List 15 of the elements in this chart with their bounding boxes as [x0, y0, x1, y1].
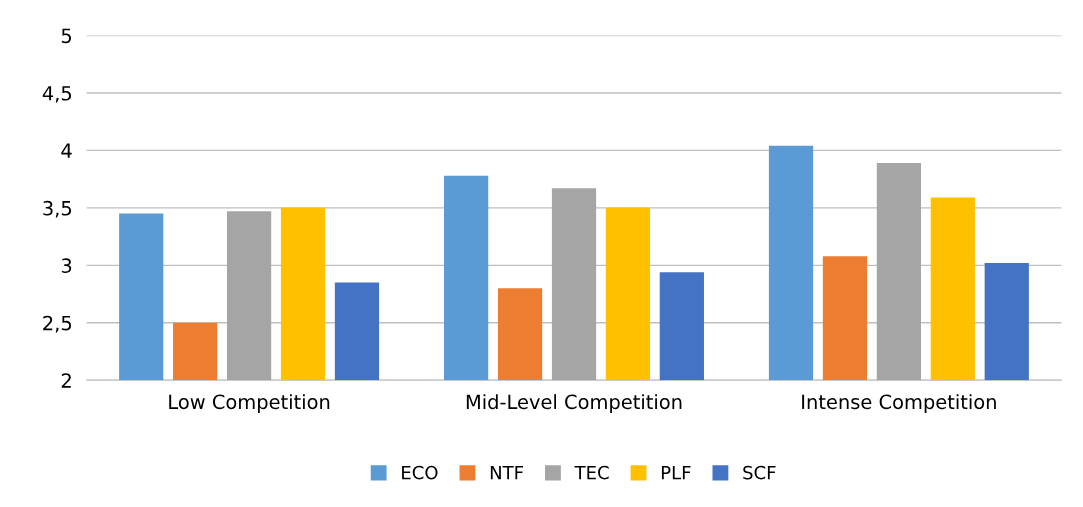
legend-label: TEC — [574, 465, 609, 480]
legend-label: SCF — [743, 465, 776, 480]
legend-label: PLF — [661, 466, 691, 480]
y-tick-label: 5 — [61, 28, 72, 44]
y-tick-label: 4 — [61, 143, 72, 158]
x-tick-label: Mid-Level Competition — [466, 394, 682, 413]
y-tick-label: 3,5 — [43, 200, 72, 218]
x-tick-label: Low Competition — [169, 394, 330, 413]
legend-label: ECO — [402, 465, 438, 480]
y-tick-label: 3 — [61, 258, 72, 273]
y-tick-label: 2 — [61, 373, 71, 388]
x-tick-label: Intense Competition — [802, 394, 996, 413]
legend-label: NTF — [490, 466, 523, 480]
y-tick-label: 2,5 — [43, 315, 72, 333]
y-tick-label: 4,5 — [42, 86, 72, 103]
